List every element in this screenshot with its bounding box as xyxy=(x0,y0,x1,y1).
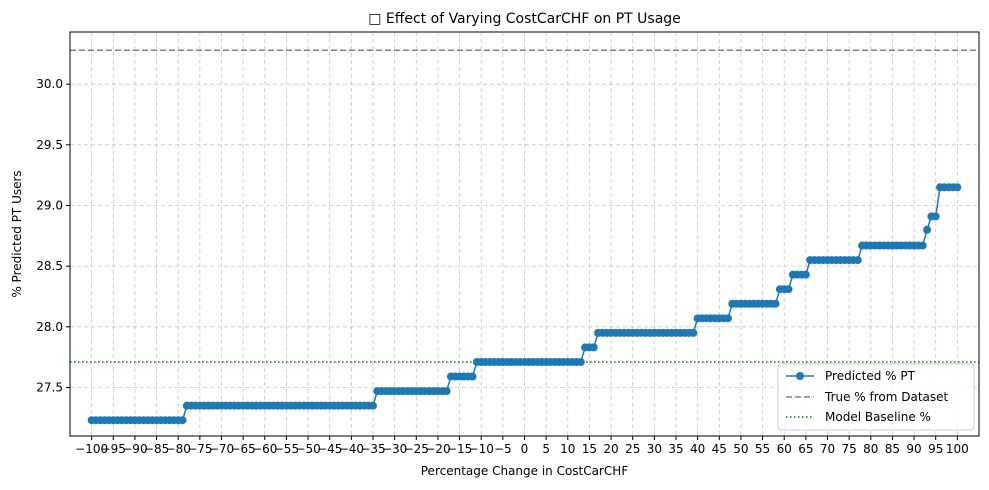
x-tick-label: 80 xyxy=(863,442,878,456)
legend-label-predicted: Predicted % PT xyxy=(825,369,916,383)
legend-label-true: True % from Dataset xyxy=(824,390,949,404)
x-tick-label: −25 xyxy=(404,442,429,456)
data-point xyxy=(931,212,940,221)
data-point xyxy=(589,343,598,352)
x-tick-label: −5 xyxy=(494,442,512,456)
data-point xyxy=(953,183,962,192)
data-point xyxy=(853,256,862,265)
x-tick-label: −15 xyxy=(447,442,472,456)
y-tick-label: 29.0 xyxy=(36,198,63,212)
x-tick-label: −40 xyxy=(339,442,364,456)
y-tick-label: 28.0 xyxy=(36,320,63,334)
x-tick-label: 75 xyxy=(842,442,857,456)
series-predicted xyxy=(87,183,962,425)
x-tick-label: 20 xyxy=(603,442,618,456)
x-tick-label: −50 xyxy=(295,442,320,456)
y-axis-label: % Predicted PT Users xyxy=(10,170,24,297)
x-tick-label: 0 xyxy=(521,442,529,456)
x-tick-label: 70 xyxy=(820,442,835,456)
x-tick-label: −80 xyxy=(166,442,191,456)
data-point xyxy=(923,225,932,234)
y-tick-label: 27.5 xyxy=(36,380,63,394)
x-tick-label: 100 xyxy=(946,442,969,456)
data-point xyxy=(771,299,780,308)
x-tick-label: −30 xyxy=(382,442,407,456)
x-tick-label: −65 xyxy=(230,442,255,456)
x-tick-label: 90 xyxy=(906,442,921,456)
x-tick-label: 85 xyxy=(885,442,900,456)
x-tick-label: 30 xyxy=(647,442,662,456)
legend-marker-predicted xyxy=(796,372,804,380)
x-tick-label: 60 xyxy=(777,442,792,456)
y-tick-label: 29.5 xyxy=(36,138,63,152)
x-tick-label: −60 xyxy=(252,442,277,456)
x-tick-label: 25 xyxy=(625,442,640,456)
x-tick-label: −85 xyxy=(144,442,169,456)
data-point xyxy=(723,314,732,323)
x-tick-label: −55 xyxy=(274,442,299,456)
x-tick-label: 10 xyxy=(560,442,575,456)
x-tick-label: 65 xyxy=(798,442,813,456)
x-tick-label: 5 xyxy=(542,442,550,456)
reference-lines xyxy=(70,49,979,363)
x-tick-label: −35 xyxy=(360,442,385,456)
y-tick-label: 30.0 xyxy=(36,77,63,91)
data-point xyxy=(468,372,477,381)
x-tick-label: 45 xyxy=(712,442,727,456)
data-point xyxy=(178,416,187,425)
data-point xyxy=(689,328,698,337)
x-tick-label: −70 xyxy=(209,442,234,456)
legend-box xyxy=(777,363,975,431)
chart-title: □ Effect of Varying CostCarCHF on PT Usa… xyxy=(368,11,681,27)
data-point xyxy=(918,241,927,250)
x-tick-label: 35 xyxy=(668,442,683,456)
y-tick-label: 28.5 xyxy=(36,259,63,273)
x-tick-label: 55 xyxy=(755,442,770,456)
x-tick-label: −45 xyxy=(317,442,342,456)
x-tick-label: −100 xyxy=(75,442,108,456)
data-point xyxy=(576,357,585,366)
x-tick-label: 50 xyxy=(733,442,748,456)
x-axis-ticks: −100−95−90−85−80−75−70−65−60−55−50−45−40… xyxy=(75,436,969,456)
data-point xyxy=(784,285,793,294)
x-tick-label: −90 xyxy=(122,442,147,456)
legend: Predicted % PT True % from Dataset Model B… xyxy=(777,363,975,431)
data-point xyxy=(442,387,451,396)
data-point xyxy=(369,401,377,410)
x-tick-label: −20 xyxy=(425,442,450,456)
y-axis-ticks: 27.5 28.0 28.5 29.0 29.5 30.0 xyxy=(36,77,70,394)
x-tick-label: −75 xyxy=(187,442,212,456)
x-tick-label: −10 xyxy=(469,442,494,456)
x-tick-label: −95 xyxy=(101,442,126,456)
x-tick-label: 40 xyxy=(690,442,705,456)
x-tick-label: 15 xyxy=(582,442,597,456)
x-tick-label: 95 xyxy=(928,442,943,456)
data-point xyxy=(801,270,810,279)
x-axis-label: Percentage Change in CostCarCHF xyxy=(421,464,629,478)
legend-label-baseline: Model Baseline % xyxy=(825,410,931,424)
